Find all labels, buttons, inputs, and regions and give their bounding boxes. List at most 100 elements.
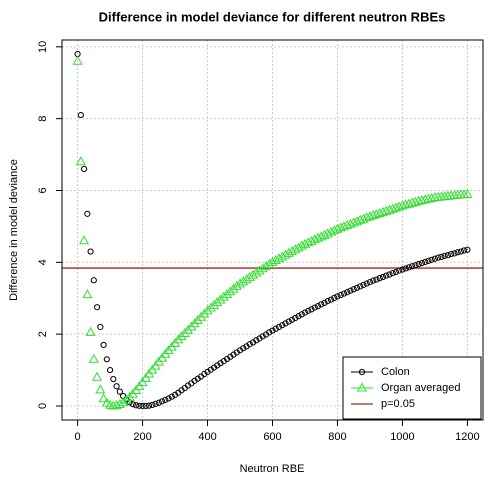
circle-marker (337, 291, 344, 299)
triangle-marker (179, 327, 190, 337)
triangle-marker (124, 391, 135, 401)
circle-marker (116, 388, 123, 395)
circle-marker (162, 396, 169, 403)
triangle-marker (351, 216, 363, 226)
triangle-marker (111, 400, 122, 410)
triangle-marker (140, 372, 151, 382)
triangle-marker (137, 377, 148, 387)
circle-marker (324, 298, 331, 305)
triangle-marker (199, 308, 210, 318)
triangle-marker (85, 326, 96, 336)
circle-marker (298, 311, 305, 318)
circle-marker (93, 304, 101, 311)
circle-marker (318, 301, 325, 308)
circle-marker (353, 284, 361, 291)
triangle-marker (403, 198, 414, 208)
circle-marker (269, 327, 276, 334)
circle-marker (448, 250, 455, 258)
circle-marker (334, 293, 341, 300)
circle-marker (145, 402, 153, 409)
triangle-marker (371, 209, 382, 219)
triangle-marker (332, 223, 343, 233)
x-tick-label: 0 (75, 431, 81, 443)
circle-marker (321, 299, 328, 307)
triangle-marker (410, 196, 421, 206)
x-tick-label: 1000 (390, 431, 414, 443)
circle-marker (90, 277, 97, 284)
circle-marker (246, 341, 253, 348)
triangle-marker (299, 238, 311, 248)
circle-marker (87, 248, 94, 255)
circle-marker (305, 307, 312, 314)
circle-marker (295, 313, 302, 320)
triangle-marker (374, 207, 385, 217)
circle-marker (279, 322, 286, 329)
x-tick-label: 1200 (455, 431, 479, 443)
circle-marker (379, 273, 387, 281)
circle-marker (412, 262, 419, 269)
triangle-marker (257, 263, 268, 273)
triangle-marker (254, 265, 265, 275)
circle-marker (327, 296, 335, 303)
circle-marker (129, 401, 136, 408)
triangle-marker (215, 294, 226, 304)
circle-marker (415, 261, 422, 268)
triangle-marker (221, 289, 233, 299)
y-axis-label: Difference in model deviance (8, 159, 20, 301)
triangle-marker (361, 212, 372, 222)
circle-marker (347, 287, 354, 294)
triangle-marker (251, 267, 262, 277)
triangle-marker (182, 324, 194, 334)
circle-marker (383, 272, 390, 279)
legend-marker (356, 382, 368, 392)
triangle-marker (426, 192, 437, 202)
triangle-marker (173, 334, 184, 344)
triangle-marker (118, 397, 129, 407)
circle-marker (113, 383, 120, 390)
circle-marker (149, 401, 156, 409)
triangle-marker (202, 305, 213, 315)
x-axis-label: Neutron RBE (240, 463, 305, 475)
triangle-marker (355, 214, 366, 224)
triangle-marker (400, 199, 411, 209)
circle-marker (363, 280, 370, 287)
circle-marker (301, 309, 309, 316)
circle-marker (288, 316, 296, 323)
triangle-marker (342, 219, 353, 229)
circle-marker (457, 248, 465, 255)
triangle-marker (114, 399, 125, 409)
circle-marker (425, 257, 432, 264)
circle-marker (366, 278, 374, 286)
circle-marker (168, 393, 175, 400)
circle-marker (392, 268, 400, 276)
circle-marker (438, 253, 445, 261)
circle-marker (360, 281, 367, 289)
circle-marker (418, 259, 426, 267)
triangle-marker (95, 384, 106, 394)
triangle-marker (176, 331, 187, 341)
circle-marker (357, 283, 364, 290)
circle-marker (142, 402, 149, 410)
circle-marker (451, 250, 458, 257)
triangle-marker (420, 194, 431, 204)
circle-marker (77, 111, 84, 119)
triangle-marker (192, 314, 203, 325)
triangle-marker (260, 261, 272, 271)
legend-marker (358, 368, 366, 376)
circle-marker (282, 320, 289, 327)
triangle-marker (241, 274, 252, 284)
triangle-marker (98, 393, 109, 403)
circle-marker (139, 402, 146, 410)
circle-marker (253, 337, 260, 344)
triangle-marker (189, 318, 200, 328)
circle-marker (431, 255, 439, 262)
triangle-marker (244, 271, 255, 281)
circle-marker (97, 323, 104, 331)
triangle-marker (92, 371, 103, 381)
circle-marker (340, 290, 348, 297)
triangle-marker (358, 213, 369, 223)
triangle-marker (407, 197, 418, 207)
circle-marker (370, 277, 377, 284)
plot-frame (61, 39, 484, 421)
